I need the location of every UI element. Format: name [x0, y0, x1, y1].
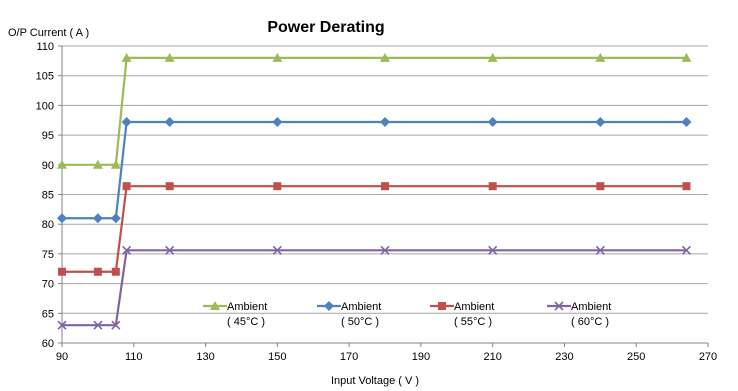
- data-point-s1-10: [681, 52, 692, 62]
- legend-swatch-marker: [210, 301, 220, 310]
- legend-label-line2: ( 50°C ): [341, 316, 379, 328]
- series-1: [57, 52, 692, 169]
- x-tick-label-130: 130: [196, 351, 214, 363]
- legend-swatch-marker: [324, 301, 334, 311]
- x-tick-label-250: 250: [627, 351, 645, 363]
- data-point-s4-3: [111, 320, 121, 330]
- y-tick-label-60: 60: [42, 338, 54, 350]
- data-point-s4-7: [380, 245, 390, 255]
- data-point-s2-4: [121, 117, 132, 128]
- y-tick-label-85: 85: [42, 190, 54, 202]
- data-point-s3-10: [682, 182, 691, 191]
- data-point-s3-8: [488, 182, 497, 191]
- series-line-1: [62, 56, 687, 166]
- data-point-s2-10: [681, 117, 692, 128]
- y-tick-label-75: 75: [42, 249, 54, 261]
- data-point-s2-2: [92, 213, 103, 224]
- y-axis-label: O/P Current ( A ): [8, 27, 89, 39]
- data-point-s3-3: [111, 267, 120, 276]
- data-point-s4-8: [488, 245, 498, 255]
- data-point-s4-1: [57, 320, 67, 330]
- data-point-s3-9: [596, 182, 605, 191]
- data-point-s3-6: [273, 182, 282, 191]
- y-tick-label-70: 70: [42, 279, 54, 291]
- legend: Ambient ( 45°C ) Ambient ( 50°C ) Ambient ( 5…: [203, 301, 611, 328]
- y-tick-label-90: 90: [42, 160, 54, 172]
- data-point-s3-2: [93, 267, 102, 276]
- data-point-s4-4: [122, 245, 132, 255]
- y-tick-label-105: 105: [36, 71, 54, 83]
- legend-item-4: Ambient ( 60°C ): [547, 301, 611, 328]
- data-point-s2-8: [487, 117, 498, 128]
- data-point-s1-5: [164, 52, 175, 62]
- x-axis-label: Input Voltage ( V ): [331, 375, 419, 387]
- data-point-s4-10: [681, 245, 692, 255]
- x-tick-label-170: 170: [340, 351, 358, 363]
- y-tick-labels: 60 65 70 75 80 85 90 95 100 105 110: [36, 41, 54, 350]
- x-tick-label-210: 210: [483, 351, 501, 363]
- chart-title: Power Derating: [267, 19, 384, 36]
- series-2: [57, 117, 692, 224]
- legend-label-line1: Ambient: [571, 301, 611, 313]
- legend-label-line1: Ambient: [454, 301, 494, 313]
- y-tick-label-65: 65: [42, 308, 54, 320]
- legend-item-3: Ambient ( 55°C ): [430, 301, 494, 328]
- y-tick-label-80: 80: [42, 219, 54, 231]
- series-line-4: [62, 249, 687, 327]
- data-point-s2-9: [595, 117, 606, 128]
- legend-swatch-marker: [438, 302, 446, 310]
- data-point-s4-9: [595, 245, 605, 255]
- data-point-s2-7: [380, 117, 390, 128]
- x-tick-label-190: 190: [412, 351, 430, 363]
- data-point-s2-1: [57, 213, 67, 224]
- x-tick-labels: 90 110 130 150 170 190 210 230 250 270: [56, 351, 717, 363]
- gridlines: [62, 45, 708, 314]
- data-point-s1-9: [595, 52, 606, 62]
- legend-label-line1: Ambient: [227, 301, 267, 313]
- data-point-s3-7: [381, 182, 389, 191]
- legend-item-2: Ambient ( 50°C ): [317, 301, 381, 328]
- legend-swatch-marker: [554, 301, 564, 311]
- x-tick-label-110: 110: [125, 351, 143, 363]
- data-point-s4-5: [165, 245, 175, 255]
- data-point-s1-1: [57, 159, 67, 169]
- y-tick-label-100: 100: [36, 100, 54, 112]
- legend-label-line2: ( 60°C ): [571, 316, 609, 328]
- data-point-s4-6: [272, 245, 282, 255]
- data-point-s2-6: [272, 117, 283, 128]
- data-point-s1-3: [110, 159, 121, 169]
- y-tick-label-95: 95: [42, 130, 54, 142]
- legend-label-line2: ( 55°C ): [454, 316, 492, 328]
- data-point-s3-1: [58, 267, 66, 276]
- x-tick-label-230: 230: [555, 351, 573, 363]
- data-point-s2-5: [164, 117, 175, 128]
- data-point-s3-4: [122, 182, 131, 191]
- data-point-s3-5: [165, 182, 174, 191]
- series-group: [57, 52, 692, 330]
- legend-item-1: Ambient ( 45°C ): [203, 301, 267, 328]
- data-point-s1-4: [121, 52, 132, 62]
- series-line-3: [62, 185, 687, 273]
- series-4: [57, 245, 692, 330]
- x-tick-label-270: 270: [699, 351, 717, 363]
- series-3: [58, 182, 691, 276]
- data-point-s4-2: [93, 320, 103, 330]
- axes: [58, 45, 709, 347]
- data-point-s1-2: [92, 159, 103, 169]
- data-point-s2-3: [110, 213, 121, 224]
- legend-label-line2: ( 45°C ): [227, 316, 265, 328]
- series-line-2: [62, 120, 687, 220]
- legend-label-line1: Ambient: [341, 301, 381, 313]
- data-point-s1-6: [272, 52, 283, 62]
- y-tick-label-110: 110: [36, 41, 54, 53]
- x-tick-label-150: 150: [268, 351, 286, 363]
- x-tick-label-90: 90: [56, 351, 68, 363]
- data-point-s1-8: [487, 52, 498, 62]
- data-point-s1-7: [380, 52, 390, 62]
